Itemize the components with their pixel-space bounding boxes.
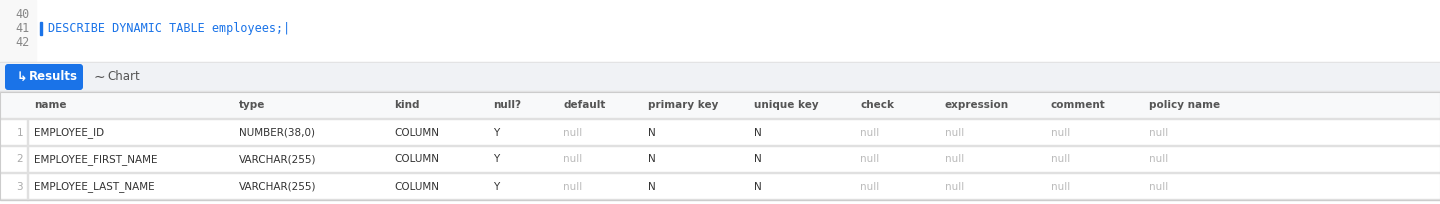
Bar xyxy=(0,0,1440,62)
Bar xyxy=(0,118,1440,119)
Text: null: null xyxy=(1051,182,1070,192)
Text: EMPLOYEE_ID: EMPLOYEE_ID xyxy=(35,127,104,138)
Bar xyxy=(0,0,36,62)
Text: null: null xyxy=(860,182,880,192)
Text: null: null xyxy=(1051,128,1070,137)
Text: null: null xyxy=(1149,182,1169,192)
Text: expression: expression xyxy=(945,101,1009,111)
Bar xyxy=(0,119,1440,146)
Text: default: default xyxy=(563,101,606,111)
Text: name: name xyxy=(35,101,66,111)
Text: VARCHAR(255): VARCHAR(255) xyxy=(239,182,317,192)
Text: null: null xyxy=(563,154,583,164)
Text: 1: 1 xyxy=(16,128,23,137)
Text: DESCRIBE DYNAMIC TABLE employees;|: DESCRIBE DYNAMIC TABLE employees;| xyxy=(48,22,291,35)
Text: N: N xyxy=(648,154,657,164)
Bar xyxy=(0,173,1440,200)
Text: Y: Y xyxy=(492,154,500,164)
Bar xyxy=(40,22,42,35)
Text: comment: comment xyxy=(1051,101,1106,111)
Text: Y: Y xyxy=(492,128,500,137)
Text: ↳: ↳ xyxy=(17,71,27,83)
Text: null: null xyxy=(860,154,880,164)
Text: null: null xyxy=(1149,128,1169,137)
Text: null: null xyxy=(1051,154,1070,164)
Text: 42: 42 xyxy=(16,36,30,49)
Text: N: N xyxy=(648,128,657,137)
Text: EMPLOYEE_FIRST_NAME: EMPLOYEE_FIRST_NAME xyxy=(35,154,157,165)
Bar xyxy=(0,91,1440,92)
Text: type: type xyxy=(239,101,265,111)
Text: N: N xyxy=(755,154,762,164)
FancyBboxPatch shape xyxy=(4,64,84,90)
Text: COLUMN: COLUMN xyxy=(395,182,439,192)
Text: COLUMN: COLUMN xyxy=(395,128,439,137)
Text: null: null xyxy=(1149,154,1169,164)
Text: null: null xyxy=(563,182,583,192)
Text: null: null xyxy=(945,154,963,164)
Text: VARCHAR(255): VARCHAR(255) xyxy=(239,154,317,164)
Text: N: N xyxy=(755,128,762,137)
Text: 41: 41 xyxy=(16,22,30,35)
Text: check: check xyxy=(860,101,894,111)
Text: null: null xyxy=(563,128,583,137)
Bar xyxy=(0,172,1440,173)
Bar xyxy=(0,92,1440,119)
Text: policy name: policy name xyxy=(1149,101,1221,111)
Text: COLUMN: COLUMN xyxy=(395,154,439,164)
Text: EMPLOYEE_LAST_NAME: EMPLOYEE_LAST_NAME xyxy=(35,181,154,192)
Text: null: null xyxy=(860,128,880,137)
Text: Y: Y xyxy=(492,182,500,192)
Text: null: null xyxy=(945,182,963,192)
Text: kind: kind xyxy=(395,101,419,111)
Text: Results: Results xyxy=(29,71,78,83)
Text: NUMBER(38,0): NUMBER(38,0) xyxy=(239,128,315,137)
Text: 3: 3 xyxy=(16,182,23,192)
Text: ∼: ∼ xyxy=(94,70,105,84)
Text: primary key: primary key xyxy=(648,101,719,111)
Text: null: null xyxy=(945,128,963,137)
Bar xyxy=(0,92,1440,200)
Text: 40: 40 xyxy=(16,8,30,21)
Text: 2: 2 xyxy=(16,154,23,164)
Text: Chart: Chart xyxy=(107,71,140,83)
Bar xyxy=(0,62,1440,63)
Text: N: N xyxy=(755,182,762,192)
Bar xyxy=(0,146,1440,173)
Bar xyxy=(0,145,1440,146)
Text: null?: null? xyxy=(492,101,521,111)
Text: unique key: unique key xyxy=(755,101,819,111)
Bar xyxy=(0,199,1440,200)
Text: N: N xyxy=(648,182,657,192)
Bar xyxy=(0,63,1440,91)
